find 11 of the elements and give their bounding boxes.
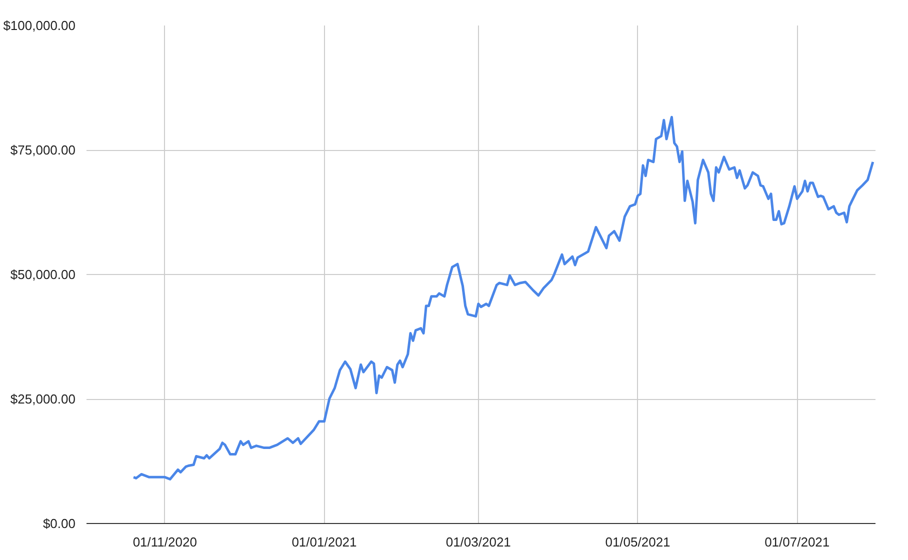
- x-tick-label: 01/11/2020: [132, 534, 197, 550]
- y-tick-label: $25,000.00: [10, 392, 76, 406]
- y-tick-label: $100,000.00: [3, 18, 76, 33]
- line-series: [132, 116, 874, 480]
- x-tick-label: 01/01/2021: [292, 534, 357, 550]
- y-tick-label: $75,000.00: [10, 142, 76, 158]
- x-tick-label: 01/07/2021: [764, 534, 830, 550]
- y-tick-label: $0.00: [42, 516, 76, 531]
- y-tick-label: $50,000.00: [10, 267, 76, 282]
- x-tick-label: 01/05/2021: [605, 534, 670, 550]
- x-tick-label: 01/03/2021: [446, 534, 511, 550]
